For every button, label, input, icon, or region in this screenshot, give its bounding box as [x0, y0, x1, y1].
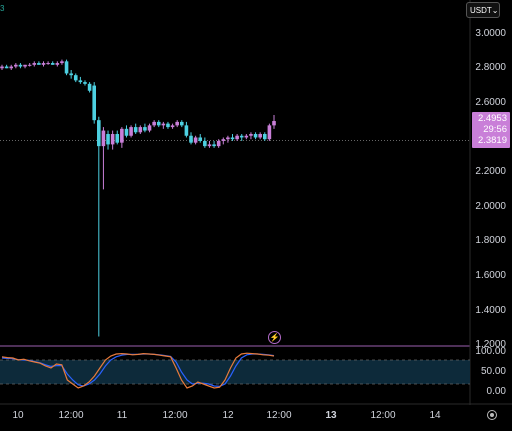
- candle-body: [170, 125, 175, 128]
- current-price-tag: 2.4953 29:56 2.3819: [472, 112, 510, 148]
- candle-countdown: 29:56: [483, 124, 507, 135]
- candle-body: [239, 135, 244, 138]
- currency-label: USDT: [470, 5, 492, 15]
- price-tick-label: 2.6000: [475, 96, 506, 108]
- candle-body: [14, 64, 18, 67]
- price-tick-label: 2.8000: [475, 62, 506, 74]
- candle-body: [120, 128, 124, 143]
- candle-body: [32, 63, 37, 65]
- candle-body: [244, 135, 249, 138]
- candle-body: [230, 137, 235, 140]
- candle-body: [87, 83, 92, 91]
- candle-body: [235, 135, 239, 140]
- candle-body: [258, 134, 262, 138]
- price-tick-label: 3.0000: [475, 27, 506, 39]
- candle-body: [253, 134, 258, 138]
- candle-body: [110, 134, 115, 145]
- candle-body: [106, 134, 110, 145]
- price-tick-label: 1.2000: [475, 339, 506, 351]
- candle-body: [221, 139, 226, 141]
- time-tick-label: 10: [12, 410, 24, 421]
- candle-body: [9, 66, 14, 69]
- candle-body: [50, 63, 55, 65]
- candle-body: [138, 127, 143, 133]
- candle-body: [175, 121, 179, 126]
- time-tick-label: 12:00: [266, 410, 292, 421]
- candle-body: [133, 127, 138, 133]
- time-tick-label: 12: [222, 410, 234, 421]
- oscillator-tick-label: 100.00: [475, 346, 506, 357]
- candle-body: [184, 125, 189, 136]
- candle-body: [27, 64, 32, 66]
- candle-body: [166, 123, 170, 128]
- time-tick-label: 12:00: [162, 410, 188, 421]
- gear-icon[interactable]: [487, 410, 497, 420]
- price-tick-label: 1.8000: [475, 235, 506, 247]
- candle-body: [97, 120, 101, 147]
- candle-body: [83, 82, 87, 84]
- candle-body: [152, 121, 156, 126]
- price-tick-label: 2.2000: [475, 166, 506, 178]
- candle-body: [60, 61, 64, 64]
- oscillator-tick-label: 50.00: [480, 366, 506, 377]
- candle-body: [203, 140, 207, 147]
- candle-body: [189, 135, 193, 143]
- currency-dropdown[interactable]: USDT ⌄: [466, 2, 500, 18]
- candle-body: [212, 144, 216, 147]
- price-tick-label: 1.4000: [475, 304, 506, 316]
- crosshair-price: 2.3819: [477, 135, 507, 146]
- candle-body: [4, 66, 9, 69]
- time-tick-label: 13: [325, 410, 337, 421]
- candle-body: [129, 127, 133, 136]
- time-tick-label: 14: [429, 410, 441, 421]
- candle-body: [216, 140, 221, 147]
- candle-body: [18, 64, 23, 67]
- candle-body: [41, 63, 46, 65]
- candle-body: [37, 63, 41, 65]
- candle-body: [92, 85, 97, 121]
- candle-body: [23, 64, 27, 67]
- candle-body: [262, 134, 267, 140]
- candle-body: [156, 121, 161, 126]
- time-tick-label: 12:00: [58, 410, 84, 421]
- time-tick-label: 12:00: [370, 410, 396, 421]
- candle-body: [124, 128, 129, 136]
- candle-body: [78, 80, 83, 83]
- candle-body: [249, 134, 253, 136]
- candle-body: [226, 137, 230, 140]
- candle-body: [64, 61, 69, 74]
- candle-body: [267, 125, 272, 140]
- oscillator-tick-label: 0.00: [486, 386, 506, 397]
- current-price: 2.4953: [477, 113, 507, 124]
- candle-body: [0, 66, 4, 69]
- price-tick-label: 2.0000: [475, 200, 506, 212]
- oscillator-k-line: [1, 352, 275, 389]
- candle-body: [179, 121, 184, 126]
- flash-icon[interactable]: ⚡: [268, 331, 281, 344]
- candle-body: [143, 127, 147, 131]
- candle-body: [147, 125, 152, 131]
- candle-body: [101, 130, 106, 147]
- candle-body: [55, 63, 60, 65]
- candle-body: [207, 144, 212, 147]
- candle-body: [161, 123, 166, 126]
- price-tick-label: 1.6000: [475, 269, 506, 281]
- time-tick-label: 11: [116, 410, 128, 421]
- candle-body: [73, 75, 78, 81]
- corner-indicator-text: 3: [0, 4, 5, 13]
- candle-body: [69, 73, 73, 76]
- candle-body: [193, 137, 198, 143]
- candle-body: [115, 134, 120, 143]
- candle-body: [198, 137, 203, 141]
- chevron-down-icon: ⌄: [491, 5, 499, 15]
- candle-body: [272, 121, 276, 126]
- oscillator-band: [0, 360, 470, 384]
- candle-body: [46, 63, 50, 65]
